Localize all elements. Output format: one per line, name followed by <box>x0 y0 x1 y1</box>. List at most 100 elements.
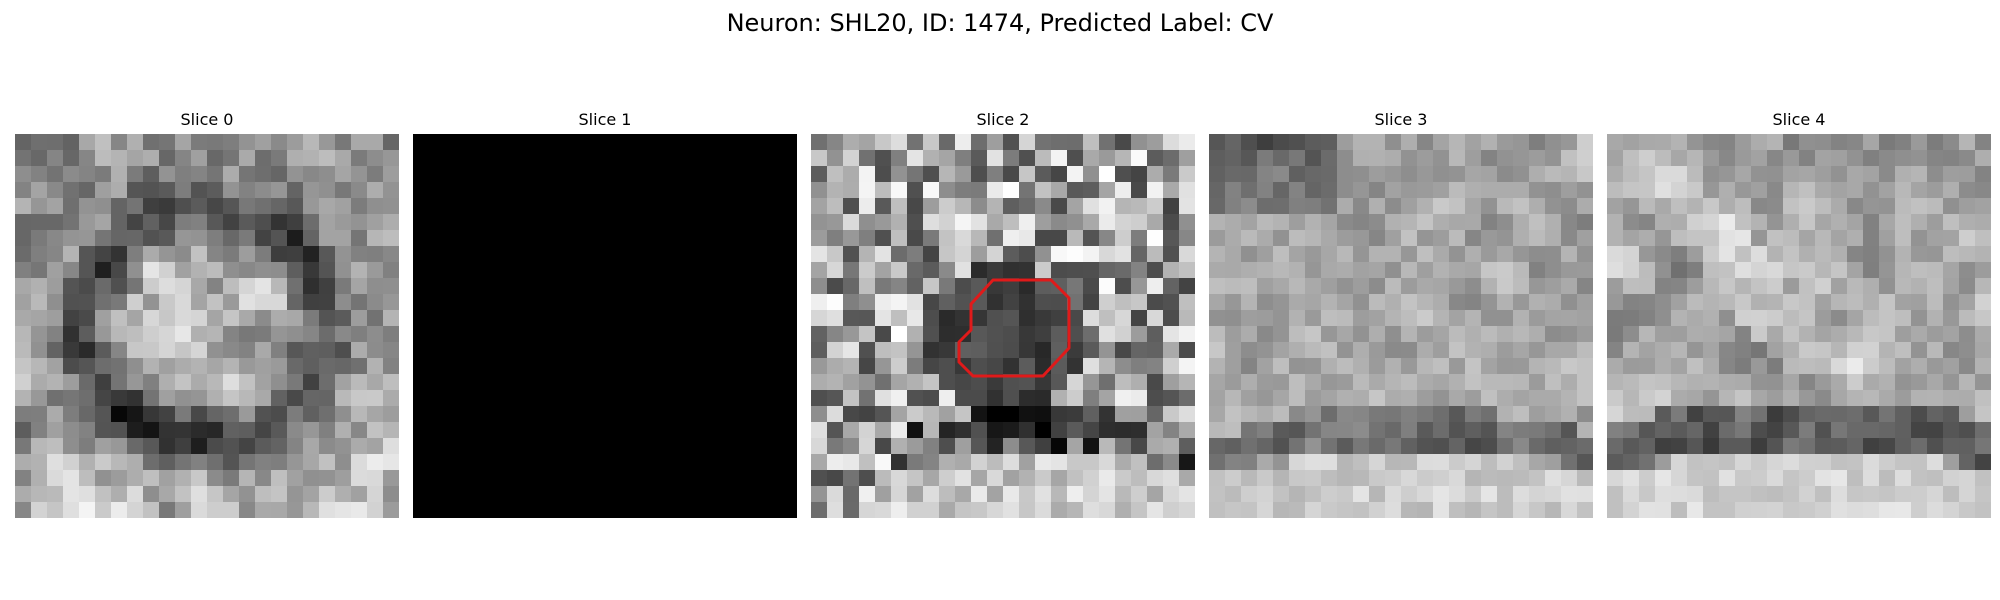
pixel <box>335 374 351 390</box>
pixel <box>1225 182 1241 198</box>
pixel <box>811 166 827 182</box>
pixel <box>685 390 701 406</box>
pixel <box>1385 310 1401 326</box>
pixel <box>461 390 477 406</box>
pixel <box>493 262 509 278</box>
pixel <box>1529 438 1545 454</box>
pixel <box>1225 342 1241 358</box>
pixel <box>939 278 955 294</box>
pixel <box>1051 134 1067 150</box>
pixel <box>1417 294 1433 310</box>
pixel <box>685 326 701 342</box>
pixel <box>31 150 47 166</box>
pixel <box>701 358 717 374</box>
pixel <box>541 134 557 150</box>
pixel <box>781 358 797 374</box>
pixel <box>1799 310 1815 326</box>
pixel <box>1083 406 1099 422</box>
pixel <box>1163 422 1179 438</box>
pixel <box>1209 182 1225 198</box>
pixel <box>493 214 509 230</box>
pixel <box>255 262 271 278</box>
pixel <box>1449 278 1465 294</box>
pixel <box>859 198 875 214</box>
pixel <box>1799 182 1815 198</box>
pixel <box>1895 374 1911 390</box>
pixel <box>207 374 223 390</box>
pixel <box>1209 390 1225 406</box>
pixel <box>1241 310 1257 326</box>
pixel <box>1305 246 1321 262</box>
pixel <box>1815 278 1831 294</box>
pixel <box>1655 502 1671 518</box>
pixel <box>1671 246 1687 262</box>
pixel <box>1067 214 1083 230</box>
pixel <box>1497 406 1513 422</box>
pixel <box>31 134 47 150</box>
pixel <box>1179 454 1195 470</box>
pixel <box>1497 422 1513 438</box>
pixel <box>1863 278 1879 294</box>
pixel <box>1353 454 1369 470</box>
pixel <box>159 422 175 438</box>
pixel <box>1449 358 1465 374</box>
pixel <box>239 246 255 262</box>
pixel <box>875 134 891 150</box>
pixel <box>1687 374 1703 390</box>
pixel <box>1497 230 1513 246</box>
pixel <box>47 438 63 454</box>
pixel <box>1257 134 1273 150</box>
pixel <box>859 486 875 502</box>
pixel <box>31 502 47 518</box>
pixel <box>1433 454 1449 470</box>
pixel <box>971 390 987 406</box>
pixel <box>1735 310 1751 326</box>
pixel <box>95 342 111 358</box>
pixel <box>1687 262 1703 278</box>
pixel <box>335 166 351 182</box>
pixel <box>255 310 271 326</box>
pixel <box>1289 230 1305 246</box>
pixel <box>1241 454 1257 470</box>
pixel <box>1385 438 1401 454</box>
pixel <box>1163 198 1179 214</box>
pixel <box>685 246 701 262</box>
pixel <box>1321 390 1337 406</box>
pixel <box>255 470 271 486</box>
pixel <box>319 262 335 278</box>
pixel <box>1623 470 1639 486</box>
pixel <box>1561 278 1577 294</box>
pixel <box>509 166 525 182</box>
pixel <box>1927 230 1943 246</box>
pixel <box>1115 294 1131 310</box>
pixel <box>843 262 859 278</box>
pixel <box>1831 278 1847 294</box>
pixel <box>159 438 175 454</box>
pixel <box>875 166 891 182</box>
pixel <box>1321 214 1337 230</box>
pixel <box>79 422 95 438</box>
pixel <box>47 326 63 342</box>
pixel <box>1369 230 1385 246</box>
pixel <box>239 470 255 486</box>
pixel <box>127 438 143 454</box>
pixel <box>1273 438 1289 454</box>
pixel <box>319 278 335 294</box>
pixel <box>1289 486 1305 502</box>
slice-image <box>1607 134 1991 518</box>
pixel <box>383 342 399 358</box>
pixel <box>367 246 383 262</box>
pixel <box>1863 406 1879 422</box>
pixel <box>1545 358 1561 374</box>
pixel <box>319 310 335 326</box>
pixel <box>733 230 749 246</box>
pixel <box>1943 134 1959 150</box>
pixel <box>1417 182 1433 198</box>
pixel <box>1767 374 1783 390</box>
pixel <box>1607 422 1623 438</box>
pixel <box>287 374 303 390</box>
pixel <box>1529 390 1545 406</box>
pixel <box>1911 326 1927 342</box>
pixel <box>1863 198 1879 214</box>
pixel <box>717 294 733 310</box>
